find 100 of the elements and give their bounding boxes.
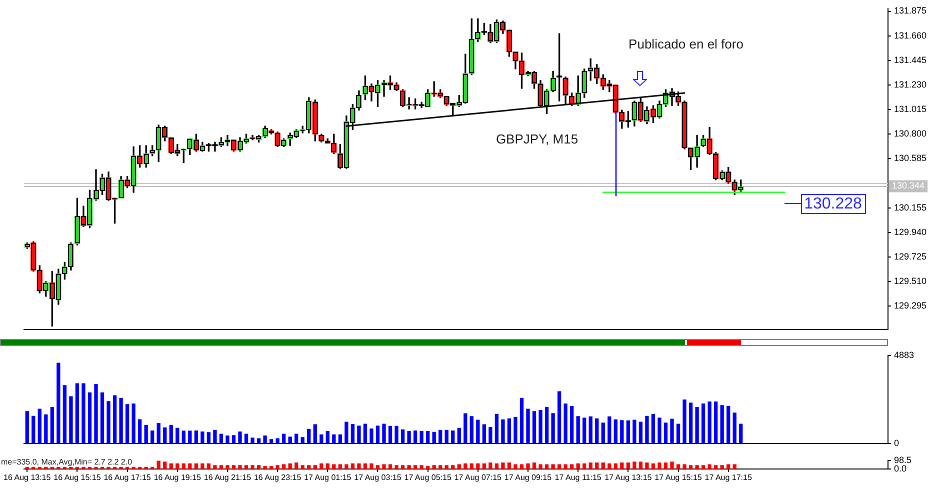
- bar: [238, 432, 242, 444]
- bar: [370, 428, 374, 444]
- x-tick-label: 16 Aug 21:15: [204, 473, 252, 482]
- x-tick-label: 16 Aug 23:15: [254, 473, 302, 482]
- x-tick-label: 17 Aug 03:15: [354, 473, 402, 482]
- bar: [638, 422, 643, 444]
- bar: [520, 398, 524, 444]
- x-tick-label: 17 Aug 09:15: [504, 473, 552, 482]
- bar: [382, 424, 386, 444]
- y-tick-label: 129.510: [894, 276, 927, 286]
- bar: [726, 406, 730, 444]
- bar: [144, 424, 148, 444]
- x-tick-label: 17 Aug 01:15: [304, 473, 352, 482]
- bar: [276, 438, 280, 444]
- y-tick-label: 131.230: [894, 79, 927, 90]
- bar: [132, 404, 136, 444]
- bar: [182, 430, 186, 444]
- bar: [294, 434, 298, 444]
- bar: [632, 420, 636, 444]
- bar: [338, 434, 342, 444]
- bar: [538, 410, 542, 444]
- y-tick-label: 131.445: [894, 54, 927, 65]
- y-tick-label: 0: [894, 438, 900, 448]
- bar: [494, 414, 499, 444]
- y-tick-label: 0.0: [894, 463, 907, 474]
- bar: [200, 432, 204, 444]
- bar: [507, 418, 512, 444]
- bar: [350, 424, 355, 444]
- bar: [313, 424, 317, 444]
- bar: [651, 414, 656, 444]
- bar: [614, 419, 618, 444]
- x-tick-label: 16 Aug 13:15: [4, 473, 52, 482]
- bar: [482, 424, 486, 444]
- bar: [288, 436, 292, 444]
- bar: [38, 408, 42, 444]
- bar: [156, 423, 160, 444]
- bar: [470, 416, 474, 444]
- bar: [244, 434, 248, 444]
- bar: [25, 411, 29, 444]
- bar: [601, 422, 605, 444]
- bar: [250, 438, 254, 444]
- bar: [464, 413, 468, 444]
- bar: [501, 419, 505, 444]
- bar: [56, 362, 60, 444]
- bar: [163, 427, 167, 444]
- y-tick-label: 130.585: [894, 153, 927, 164]
- bar: [94, 384, 98, 444]
- annotation: 130.228: [804, 195, 862, 212]
- bar: [438, 430, 442, 444]
- bar: [232, 435, 236, 444]
- x-tick-label: 17 Aug 11:15: [554, 473, 602, 482]
- bar: [75, 383, 80, 444]
- bar: [320, 434, 324, 444]
- bar: [394, 426, 398, 444]
- y-tick-label: 129.725: [894, 252, 927, 262]
- y-tick-label: 131.875: [894, 6, 927, 16]
- x-tick-label: 16 Aug 17:15: [104, 473, 152, 482]
- bar: [544, 406, 549, 444]
- bar: [413, 430, 418, 444]
- x-tick-label: 17 Aug 15:15: [654, 473, 702, 482]
- bar: [188, 430, 192, 444]
- bar: [626, 420, 630, 444]
- y-tick-label: 130.800: [894, 128, 927, 139]
- bar: [732, 412, 736, 444]
- bar: [219, 434, 224, 444]
- bar: [206, 432, 211, 444]
- bar: [576, 416, 580, 444]
- bar: [582, 418, 586, 444]
- ref-line-label: 130.344: [892, 180, 925, 191]
- annotation: GBPJPY, M15: [496, 132, 578, 147]
- bar: [82, 383, 86, 444]
- bar: [670, 418, 674, 444]
- bar: [100, 392, 104, 444]
- bar: [570, 406, 574, 444]
- bar: [608, 416, 612, 444]
- y-tick-label: 98.5: [894, 454, 912, 465]
- bar: [176, 428, 180, 444]
- bar: [307, 428, 311, 444]
- bar: [739, 424, 743, 444]
- bar: [551, 413, 555, 444]
- bar: [526, 408, 530, 444]
- bar: [357, 426, 361, 444]
- bar: [426, 430, 430, 444]
- bar: [282, 434, 286, 444]
- bar: [269, 439, 274, 444]
- bar: [457, 428, 461, 444]
- bar: [420, 430, 424, 444]
- bar: [688, 402, 693, 444]
- bar: [532, 411, 536, 444]
- x-tick-label: 17 Aug 17:15: [704, 473, 752, 482]
- bar: [226, 436, 230, 444]
- bar: [150, 430, 154, 444]
- bar: [476, 420, 480, 444]
- bar: [125, 404, 130, 444]
- bar: [514, 416, 518, 444]
- bar: [488, 427, 492, 444]
- bar: [407, 430, 411, 444]
- x-tick-label: 17 Aug 13:15: [604, 473, 652, 482]
- bar: [564, 404, 568, 444]
- bar: [44, 414, 48, 444]
